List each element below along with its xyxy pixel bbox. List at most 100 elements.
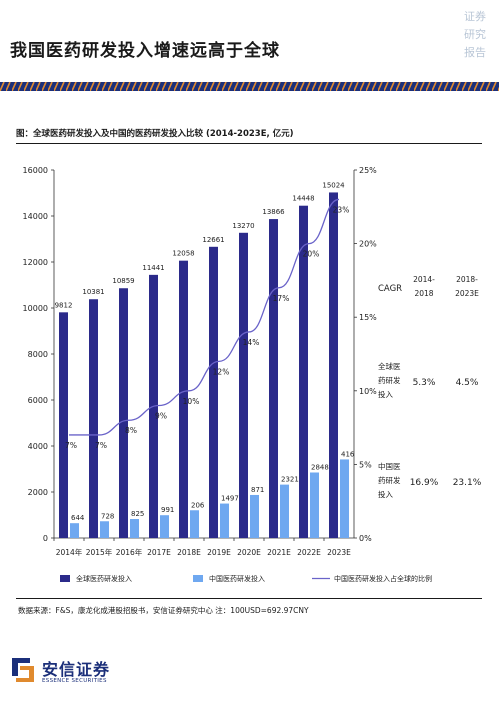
cagr-value: 16.9% [410,478,439,488]
data-label-global: 14448 [292,195,314,203]
data-label-ratio: 12% [213,367,230,376]
data-label-ratio: 7% [65,441,77,450]
bar-global [209,246,218,538]
data-label-global: 11441 [142,264,164,272]
data-source-note: 数据来源：F&S，康龙化成港股招股书，安信证券研究中心 注：100USD=692… [18,606,309,615]
caption-divider [16,143,482,144]
y-tick-label-left: 6000 [28,396,48,405]
x-tick-label: 2018E [177,548,201,557]
logo-text-en: ESSENCE SECURITIES [42,678,107,684]
logo-text-cn: 安信证券 [42,660,111,679]
x-tick-label: 2023E [327,548,351,557]
bar-global [179,260,188,538]
data-label-global: 15024 [322,181,345,189]
report-tag: 证券研究报告 [464,10,486,59]
bar-china [250,494,259,538]
y-tick-label-right: 10% [359,387,377,396]
y-tick-label-left: 16000 [23,166,48,175]
data-label-china: 825 [131,510,144,518]
cagr-header: CAGR [378,284,402,294]
y-tick-label-left: 8000 [28,350,48,359]
cagr-value: 5.3% [413,378,436,388]
cagr-col-header-line1: 2018- [456,275,478,284]
data-label-global: 10859 [112,277,134,285]
data-label-global: 10381 [82,288,104,296]
x-tick-label: 2015年 [86,547,113,557]
legend-swatch [60,575,70,582]
cagr-row-label: 药研发 [378,475,401,485]
y-tick-label-right: 15% [359,313,377,322]
legend-swatch [193,575,203,582]
x-tick-label: 2017E [147,548,171,557]
y-tick-label-right: 20% [359,240,377,249]
x-tick-label: 2014年 [56,547,83,557]
cagr-col-header-line1: 2014- [413,275,435,284]
logo-mark-icon [12,658,34,682]
y-tick-label-left: 0 [43,534,48,543]
cagr-row-label: 全球医 [378,361,401,371]
data-label-ratio: 7% [95,441,107,450]
data-label-ratio: 14% [243,338,260,347]
source-divider [16,598,482,599]
data-label-global: 9812 [55,301,73,309]
header-stripe [0,82,499,91]
data-label-ratio: 20% [303,250,320,259]
data-label-ratio: 8% [125,426,137,435]
bar-china [220,503,229,538]
page-title: 我国医药研发投入增速远高于全球 [10,41,280,61]
bar-global [329,192,338,538]
data-label-global: 12058 [172,250,194,258]
cagr-row-label: 投入 [378,489,393,499]
data-label-china: 2321 [281,476,299,484]
bar-global [299,205,308,539]
y-tick-label-left: 4000 [28,442,48,451]
data-label-china: 206 [191,501,205,509]
x-tick-label: 2016年 [116,547,143,557]
x-tick-label: 2022E [297,548,321,557]
cagr-row-label: 中国医 [378,461,401,471]
legend-label: 中国医药研发投入 [209,574,265,583]
ratio-line [69,198,340,436]
bar-global [89,299,98,538]
bar-china [70,523,79,538]
bar-china [280,484,289,538]
data-label-china: 644 [71,514,85,522]
data-label-global: 13270 [232,222,254,230]
bar-global [239,232,248,538]
data-label-ratio: 10% [183,397,200,406]
bar-global [269,219,278,538]
rd-investment-chart: 0 2000 4000 6000 8000 10000 12000 14000 16000 0% 5… [23,166,482,583]
bar-china [190,510,199,538]
bar-china [160,515,169,538]
x-tick-label: 2020E [237,548,261,557]
cagr-value: 23.1% [453,478,482,488]
figure-caption: 图：全球医药研发投入及中国的医药研发投入比较 (2014-2023E, 亿元) [16,129,294,139]
y-tick-label-left: 14000 [23,212,48,221]
cagr-col-header-line2: 2023E [455,289,479,298]
data-label-china: 728 [101,512,114,520]
data-label-ratio: 23% [333,205,350,214]
data-label-ratio: 17% [273,294,290,303]
x-tick-label: 2019E [207,548,231,557]
bar-china [130,519,139,538]
cagr-row-label: 投入 [378,389,393,399]
data-label-china: 2848 [311,463,329,471]
cagr-row-label: 药研发 [378,375,401,385]
y-tick-label-left: 10000 [23,304,48,313]
x-tick-label: 2021E [267,548,291,557]
data-label-global: 12661 [202,236,224,244]
data-label-global: 13866 [262,208,285,216]
y-tick-label-left: 12000 [23,258,48,267]
bar-global [59,312,68,538]
y-tick-label-right: 25% [359,166,377,175]
company-logo: 安信证券 ESSENCE SECURITIES [8,650,168,690]
y-tick-label-left: 2000 [28,488,48,497]
y-tick-label-right: 0% [359,534,372,543]
data-label-china: 1497 [221,495,239,503]
bar-global [119,288,128,538]
y-tick-label-right: 5% [359,460,372,469]
bar-china [100,521,109,538]
data-label-china: 416 [341,450,355,458]
data-label-ratio: 9% [155,412,167,421]
bar-china [340,459,349,538]
